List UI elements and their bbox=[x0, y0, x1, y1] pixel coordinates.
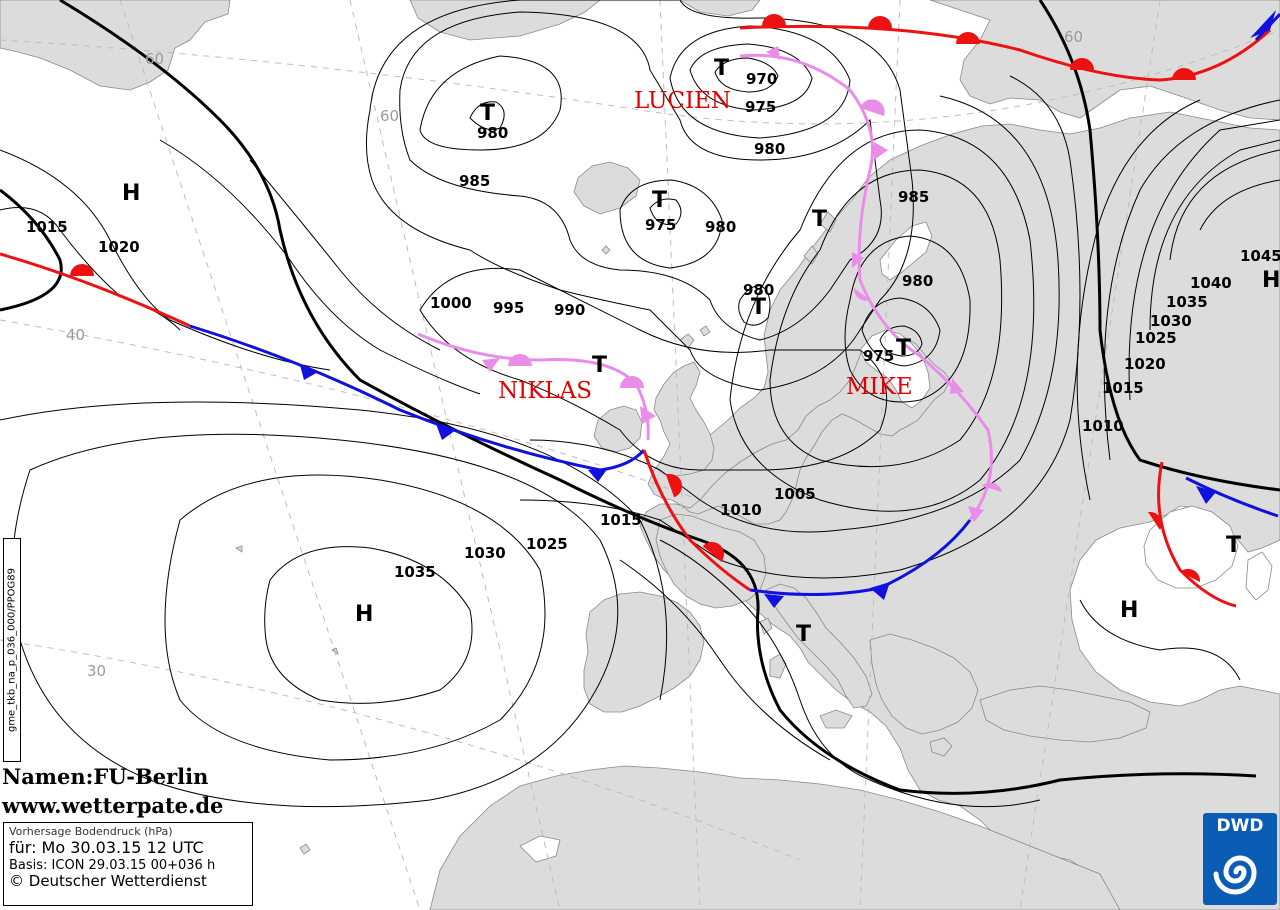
isobar-label: 995 bbox=[493, 299, 525, 317]
warm-front-atlantic bbox=[0, 252, 191, 328]
isobar-label: 1005 bbox=[774, 485, 816, 503]
model-basis: Basis: ICON 29.03.15 00+036 h bbox=[9, 857, 216, 873]
isobar-label: 975 bbox=[745, 98, 777, 116]
isobar-label: 1025 bbox=[526, 535, 568, 553]
low-pressure-marker: T bbox=[652, 188, 668, 213]
high-pressure-marker: H bbox=[355, 602, 374, 627]
cold-front-atlantic bbox=[189, 324, 646, 482]
isobar-label: 1015 bbox=[600, 511, 642, 529]
low-pressure-marker: T bbox=[812, 207, 828, 232]
latitude-label: 60 bbox=[145, 50, 165, 68]
greenland-land bbox=[0, 0, 231, 91]
black-sea bbox=[1143, 505, 1239, 589]
low-pressure-marker: T bbox=[592, 353, 608, 378]
iberia-land bbox=[583, 591, 705, 713]
dwd-logo-text: DWD bbox=[1216, 816, 1264, 836]
isobar-label: 1015 bbox=[26, 218, 68, 236]
high-pressure-marker: H bbox=[1262, 268, 1280, 293]
isobars bbox=[0, 0, 1280, 808]
storm-name-mike: MIKE bbox=[846, 374, 913, 400]
storm-name-lucien: LUCIEN bbox=[634, 88, 731, 114]
low-pressure-marker: T bbox=[480, 101, 496, 126]
front-black-sea bbox=[1148, 461, 1279, 608]
isobar-label: 980 bbox=[902, 272, 934, 290]
front-central-europe bbox=[642, 449, 972, 608]
isobar-label: 1020 bbox=[98, 238, 140, 256]
iceland-land bbox=[573, 161, 641, 215]
names-credit: Namen:FU-Berlin bbox=[2, 764, 209, 789]
north-africa-land bbox=[429, 765, 1121, 910]
isobar-label: 1035 bbox=[1166, 293, 1208, 311]
product-code-label: gme_tkb_na_p_036_000/PPOG89 bbox=[3, 538, 21, 762]
isobar-label: 1020 bbox=[1124, 355, 1166, 373]
isobar-label: 1000 bbox=[430, 294, 472, 312]
copyright-notice: © Deutscher Wetterdienst bbox=[9, 872, 207, 891]
great-britain-land bbox=[653, 361, 715, 477]
warm-front-north bbox=[739, 10, 1280, 82]
latitude-label: 40 bbox=[66, 326, 86, 344]
thick-isobars bbox=[0, 0, 1280, 795]
isobar-label: 970 bbox=[746, 70, 778, 88]
isobar-label: 1040 bbox=[1190, 274, 1232, 292]
isobar-label: 985 bbox=[459, 172, 491, 190]
isobar-label: 1010 bbox=[1082, 417, 1124, 435]
isobar-label: 980 bbox=[477, 124, 509, 142]
isobar-label: 1025 bbox=[1135, 329, 1177, 347]
high-pressure-marker: H bbox=[1120, 598, 1139, 623]
low-pressure-marker: T bbox=[714, 56, 730, 81]
isobar-label: 1035 bbox=[394, 563, 436, 581]
svalbard-land bbox=[409, 0, 601, 41]
forecast-info-box: Vorhersage Bodendruck (hPa) für: Mo 30.0… bbox=[3, 822, 253, 906]
occlusion-niklas bbox=[417, 332, 656, 441]
isobar-label: 1045 bbox=[1240, 247, 1280, 265]
low-pressure-marker: T bbox=[796, 622, 812, 647]
valid-time: für: Mo 30.03.15 12 UTC bbox=[9, 837, 204, 857]
franzjosef-land bbox=[679, 0, 761, 17]
isobar-label: 975 bbox=[863, 347, 895, 365]
isobar-label: 1030 bbox=[464, 544, 506, 562]
website-credit[interactable]: www.wetterpate.de bbox=[2, 793, 224, 818]
latitude-label: 60 bbox=[380, 107, 400, 125]
isobar-label: 990 bbox=[554, 301, 586, 319]
isobar-label: 980 bbox=[743, 281, 775, 299]
storm-name-niklas: NIKLAS bbox=[498, 378, 593, 404]
latitude-label: 30 bbox=[87, 662, 107, 680]
high-pressure-marker: H bbox=[122, 181, 141, 206]
isobar-label: 980 bbox=[705, 218, 737, 236]
product-code-text: gme_tkb_na_p_036_000/PPOG89 bbox=[6, 567, 18, 733]
turkey-land bbox=[979, 685, 1151, 743]
isobar-label: 980 bbox=[754, 140, 786, 158]
low-pressure-marker: T bbox=[1226, 533, 1242, 558]
dwd-swirl-icon bbox=[1213, 855, 1257, 895]
isobar-label: 1010 bbox=[720, 501, 762, 519]
isobar-label: 985 bbox=[898, 188, 930, 206]
dwd-logo[interactable]: DWD bbox=[1203, 813, 1277, 905]
isobar-label: 1015 bbox=[1102, 379, 1144, 397]
occlusion-lucien-mike bbox=[739, 46, 1002, 522]
product-title: Vorhersage Bodendruck (hPa) bbox=[9, 825, 173, 838]
isobar-label: 975 bbox=[645, 216, 677, 234]
low-pressure-marker: T bbox=[896, 336, 912, 361]
latitude-label: 60 bbox=[1064, 28, 1084, 46]
low-pressure-marker: T bbox=[751, 295, 767, 320]
arctic-russia-land bbox=[929, 0, 1280, 121]
balkans-land bbox=[869, 633, 979, 735]
isobar-label: 1030 bbox=[1150, 312, 1192, 330]
